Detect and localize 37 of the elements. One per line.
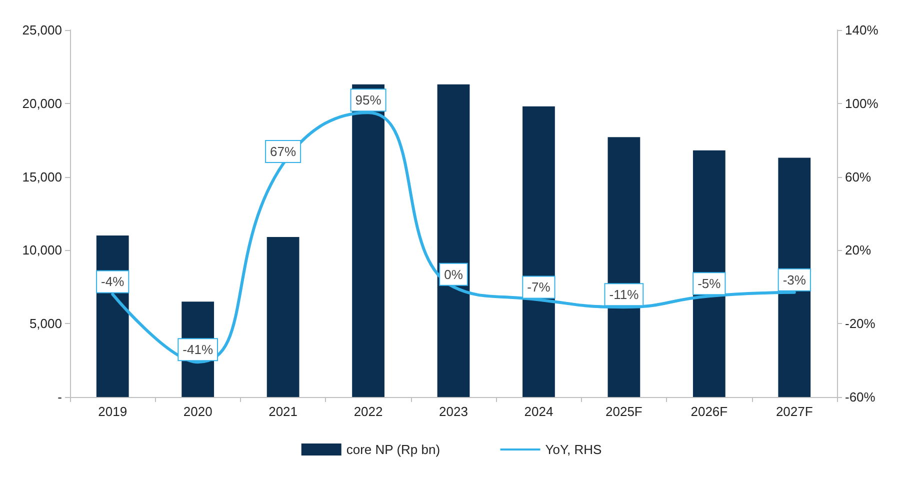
x-tick-label: 2025F <box>606 404 642 419</box>
x-tick-label: 2021 <box>268 404 298 419</box>
bar <box>778 158 811 397</box>
legend-label: core NP (Rp bn) <box>346 442 440 457</box>
x-tick-label: 2023 <box>439 404 468 419</box>
x-tick-label: 2022 <box>354 404 383 419</box>
y2-tick-label: 140% <box>845 22 879 38</box>
bar <box>266 236 300 397</box>
x-tick-label: 2026F <box>690 404 728 419</box>
y2-tick-label: 60% <box>845 169 872 184</box>
x-tick-label: 2020 <box>183 404 212 419</box>
x-tick-label: 2019 <box>98 404 128 419</box>
y-tick-label: 10,000 <box>22 242 62 258</box>
y2-tick-label: -60% <box>845 390 876 404</box>
data-label: -41% <box>182 342 214 358</box>
data-label: -4% <box>101 274 125 290</box>
y-tick-label: 15,000 <box>22 169 62 184</box>
x-tick-label: 2024 <box>524 404 554 419</box>
data-label: -7% <box>527 280 551 295</box>
data-label: 0% <box>444 266 464 282</box>
data-label: -3% <box>782 272 806 288</box>
data-label: 95% <box>355 92 382 108</box>
y-tick-label: 25,000 <box>22 22 62 38</box>
bar <box>692 150 726 397</box>
y2-tick-label: 20% <box>845 242 872 258</box>
legend-label: YoY, RHS <box>545 442 602 457</box>
data-label: -11% <box>609 287 640 302</box>
y-tick-label: - <box>58 390 62 404</box>
data-label: -5% <box>698 276 722 292</box>
bar <box>522 106 555 397</box>
y2-tick-label: 100% <box>845 96 879 111</box>
y-tick-label: 5,000 <box>29 316 62 332</box>
y-tick-label: 20,000 <box>22 96 62 111</box>
bar <box>437 84 470 397</box>
y2-tick-label: -20% <box>845 316 876 332</box>
x-tick-label: 2027F <box>776 404 813 419</box>
data-label: 67% <box>270 144 296 159</box>
